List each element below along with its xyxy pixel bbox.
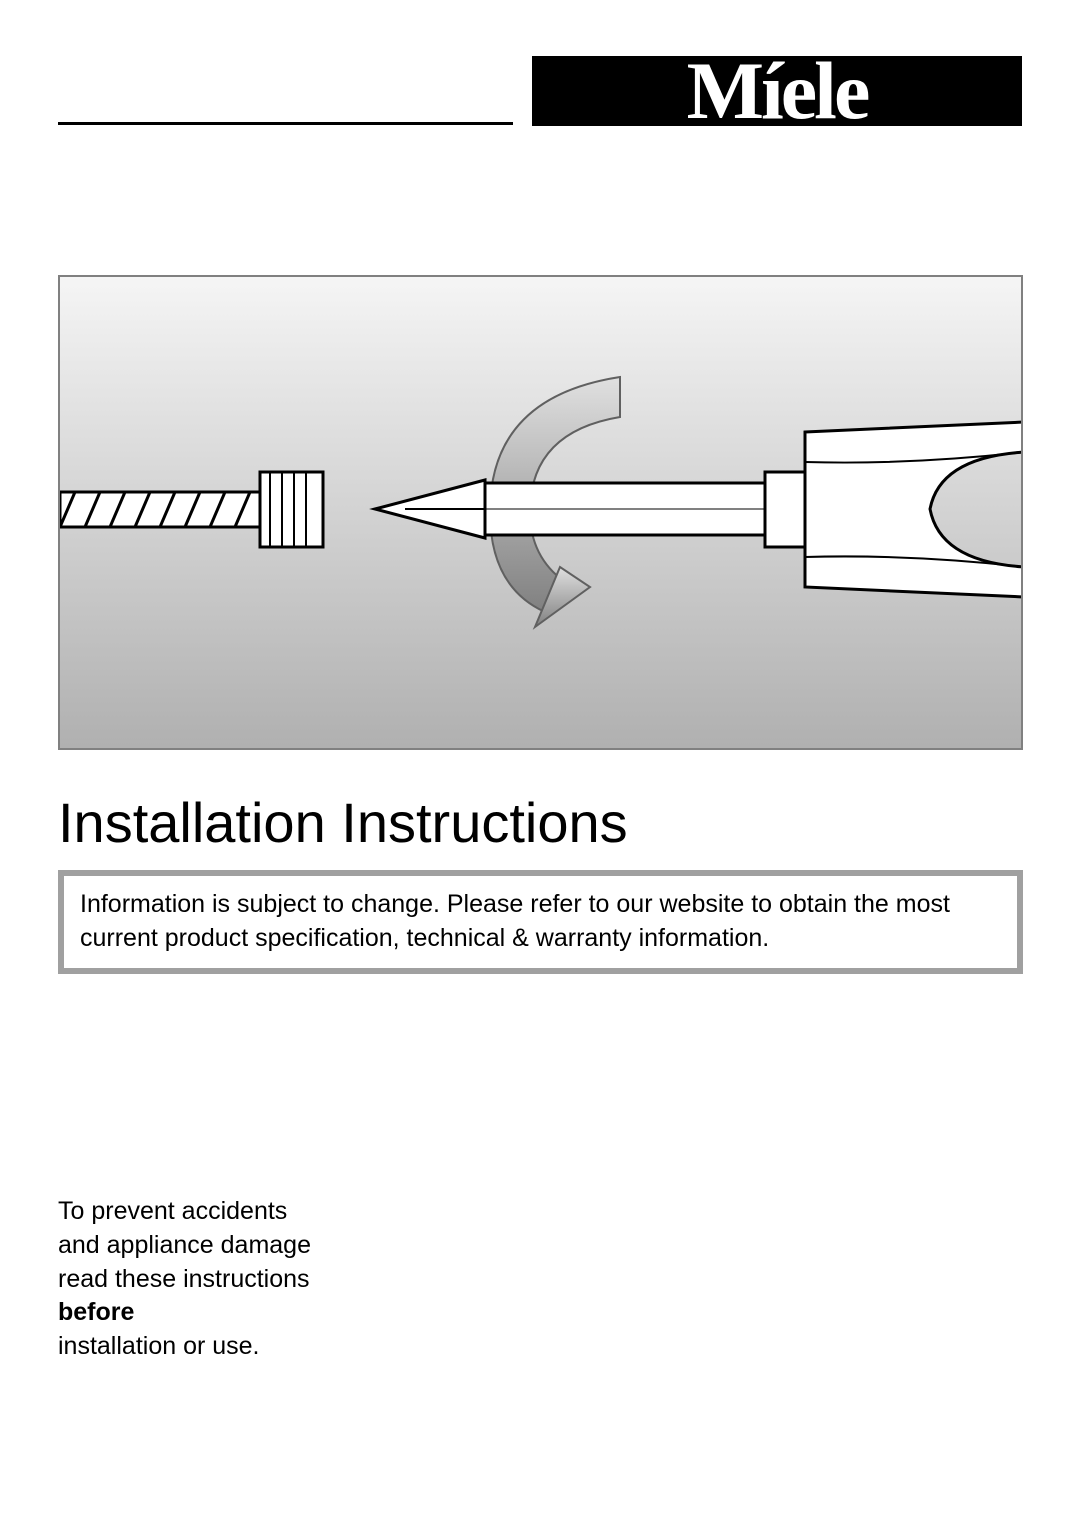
notice-box: Information is subject to change. Please…: [58, 870, 1023, 974]
screwdriver-illustration: [60, 277, 1021, 748]
header: Míele: [0, 0, 1080, 130]
warning-line-3: read these instructions: [58, 1263, 311, 1297]
screw-screwdriver-icon: [60, 277, 1021, 748]
page-title: Installation Instructions: [58, 790, 628, 855]
warning-line-5: installation or use.: [58, 1330, 311, 1364]
warning-text-block: To prevent accidents and appliance damag…: [58, 1195, 311, 1364]
warning-line-2: and appliance damage: [58, 1229, 311, 1263]
brand-logo: Míele: [532, 56, 1022, 126]
warning-line-4-bold: before: [58, 1296, 311, 1330]
warning-line-1: To prevent accidents: [58, 1195, 311, 1229]
illustration-container: [58, 275, 1023, 750]
screwdriver-icon: [375, 422, 1021, 597]
brand-logo-text: Míele: [687, 50, 868, 132]
header-divider-line: [58, 122, 513, 125]
screw-icon: [60, 472, 323, 547]
notice-text: Information is subject to change. Please…: [80, 888, 1001, 956]
